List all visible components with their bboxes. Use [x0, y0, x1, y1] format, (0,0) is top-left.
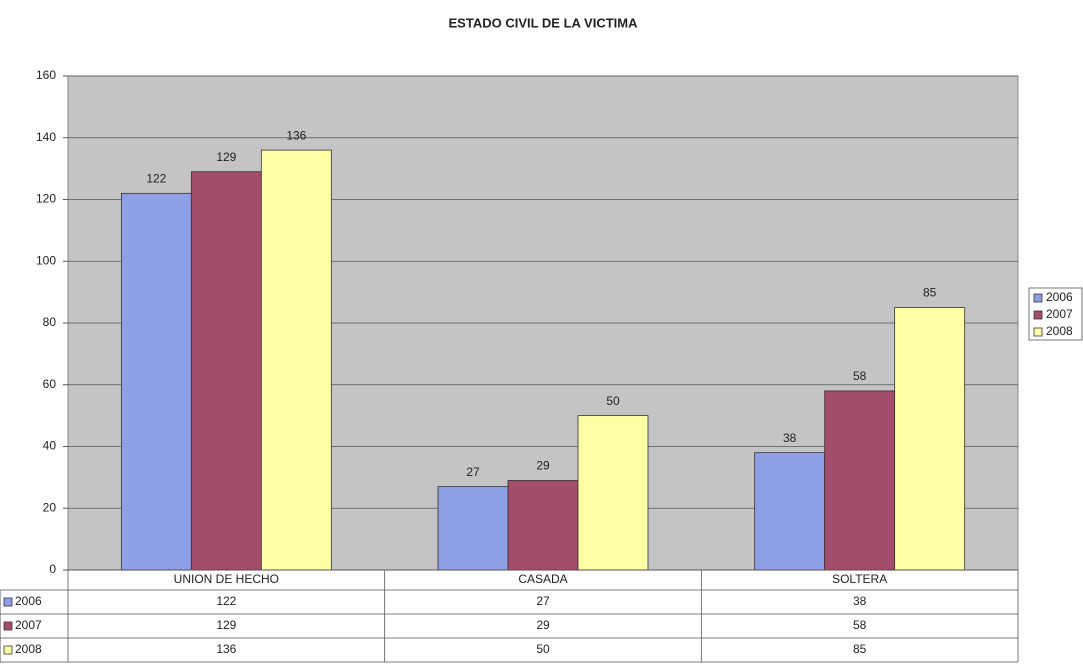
table-cell: 136	[216, 642, 236, 656]
bar	[190, 171, 262, 571]
bar	[754, 452, 826, 571]
bar	[260, 149, 332, 571]
table-cell: 129	[216, 618, 236, 632]
data-label: 58	[853, 369, 867, 383]
table-cell: 58	[853, 618, 867, 632]
data-label: 122	[146, 171, 166, 185]
data-label: 27	[466, 465, 480, 479]
data-label: 38	[783, 431, 797, 445]
data-label: 136	[286, 128, 306, 142]
bar	[507, 480, 579, 571]
legend-box	[1028, 287, 1083, 341]
x-tick-label: SOLTERA	[832, 572, 887, 586]
y-tick-label: 140	[36, 130, 56, 144]
data-label: 29	[536, 459, 550, 473]
data-label: 85	[923, 286, 937, 300]
y-tick-label: 60	[43, 377, 57, 391]
y-tick-label: 0	[49, 562, 56, 576]
bar	[894, 307, 966, 571]
table-legend-key	[3, 621, 13, 631]
table-cell: 27	[536, 594, 550, 608]
data-label: 129	[216, 150, 236, 164]
table-cell: 50	[536, 642, 550, 656]
legend-label: 2007	[1046, 307, 1073, 321]
bar	[577, 415, 649, 571]
bar	[824, 390, 896, 571]
y-tick-label: 100	[36, 253, 56, 267]
legend-label: 2006	[1046, 290, 1073, 304]
y-tick-label: 40	[43, 439, 57, 453]
legend-key	[1033, 310, 1043, 320]
x-tick-label: CASADA	[518, 572, 567, 586]
table-legend-label: 2008	[15, 642, 42, 656]
x-tick-label: UNION DE HECHO	[174, 572, 279, 586]
table-legend-key	[3, 645, 13, 655]
bar	[437, 486, 509, 571]
table-legend-key	[3, 597, 13, 607]
y-tick-label: 80	[43, 315, 57, 329]
table-legend-label: 2007	[15, 618, 42, 632]
table-cell: 122	[216, 594, 236, 608]
y-tick-label: 20	[43, 500, 57, 514]
table-cell: 85	[853, 642, 867, 656]
table-cell: 38	[853, 594, 867, 608]
y-tick-label: 120	[36, 192, 56, 206]
table-legend-label: 2006	[15, 594, 42, 608]
chart-title: ESTADO CIVIL DE LA VICTIMA	[449, 15, 639, 30]
data-label: 50	[606, 394, 620, 408]
legend-label: 2008	[1046, 324, 1073, 338]
bar	[120, 192, 192, 571]
table-cell: 29	[536, 618, 550, 632]
legend-key	[1033, 327, 1043, 337]
legend-key	[1033, 293, 1043, 303]
y-tick-label: 160	[36, 68, 56, 82]
